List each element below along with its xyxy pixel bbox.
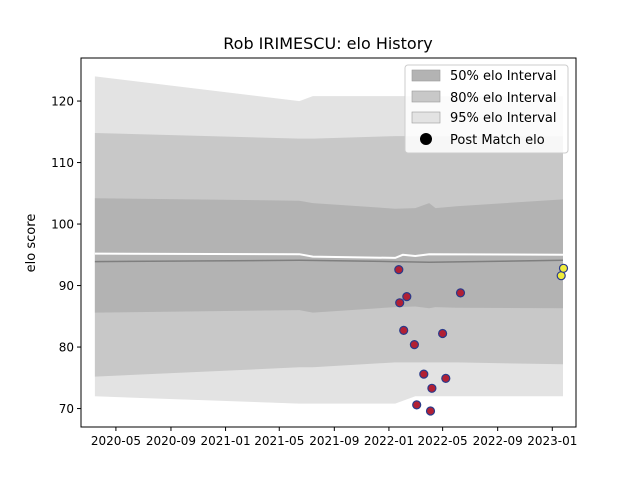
post-match-point [427,383,437,393]
y-tick-label: 110 [51,156,74,170]
x-axis-ticks: 2020-05 2020-09 2021-01 2021-05 2021-09 2022-… [91,427,577,448]
x-tick-label: 2022-05 [418,434,468,448]
post-match-point [402,292,412,302]
post-match-point [455,288,466,298]
post-match-point [419,369,429,379]
y-axis-label: elo score [24,214,39,273]
x-tick-label: 2021-05 [254,434,304,448]
mean-elo-line [94,259,564,263]
legend-label-95: 95% elo Interval [450,111,557,126]
y-tick-label: 120 [51,95,74,109]
post-match-point [394,265,404,275]
post-match-point [441,373,451,383]
y-axis-ticks: 70 80 90 100 110 120 [51,95,81,416]
band-50 [94,198,564,313]
reference-lines [94,252,564,263]
y-tick-label: 80 [59,341,74,355]
plot-frame [80,57,577,428]
post-match-points [394,263,569,416]
post-match-point [425,406,436,416]
x-tick-label: 2023-01 [527,434,577,448]
post-match-point [395,298,405,308]
legend-label-80: 80% elo Interval [450,91,557,106]
legend-swatch-50 [411,69,441,82]
legend-label-50: 50% elo Interval [450,69,557,84]
legend-marker-post-match [420,133,432,145]
legend-label-post-match: Post Match elo [450,133,545,148]
post-match-point [412,400,422,410]
legend-swatch-80 [411,90,441,103]
x-tick-label: 2021-09 [309,434,359,448]
post-match-point [399,325,409,335]
y-tick-label: 90 [59,279,74,293]
legend: 50% elo Interval 80% elo Interval 95% el… [404,64,569,154]
y-tick-label: 70 [59,402,74,416]
upper-reference-line [94,252,564,259]
post-match-point [438,328,448,339]
post-match-point [409,340,419,350]
interval-bands [94,76,564,404]
post-match-point [558,263,569,273]
chart-title: Rob IRIMESCU: elo History [223,34,433,53]
x-tick-label: 2022-01 [364,434,414,448]
y-tick-label: 100 [51,218,74,232]
x-tick-label: 2020-05 [91,434,141,448]
post-match-point [556,271,566,281]
legend-swatch-95 [411,111,441,124]
legend-box [404,64,569,154]
x-tick-label: 2021-01 [200,434,250,448]
x-tick-label: 2022-09 [473,434,523,448]
x-tick-label: 2020-09 [146,434,196,448]
